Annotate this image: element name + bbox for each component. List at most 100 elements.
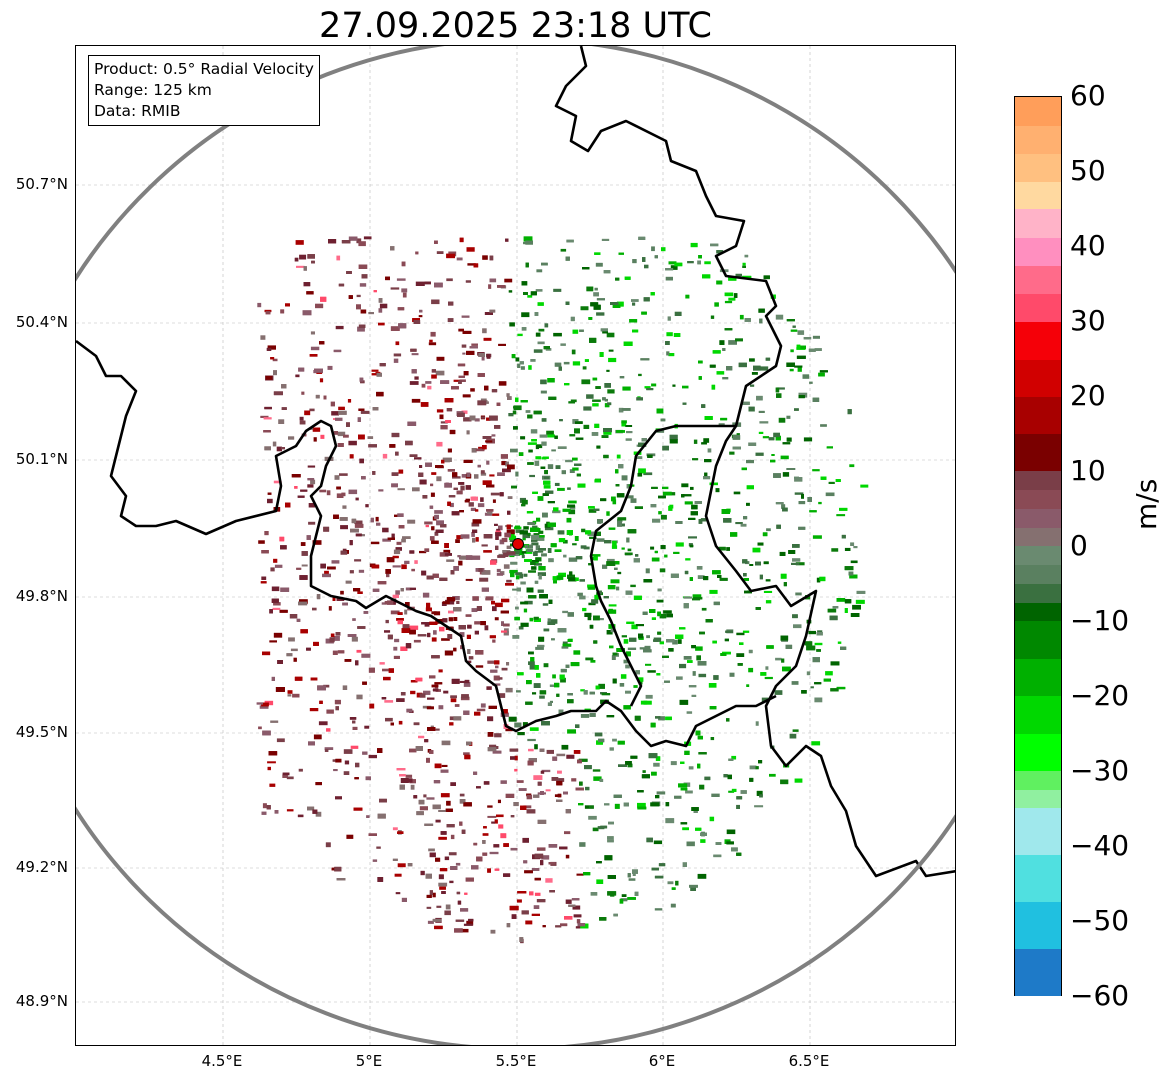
echo-pixel — [710, 737, 715, 741]
echo-pixel — [438, 669, 443, 673]
echo-pixel — [397, 612, 403, 615]
echo-pixel — [377, 581, 387, 585]
echo-pixel — [424, 739, 429, 743]
echo-pixel — [440, 793, 450, 798]
echo-pixel — [812, 535, 822, 539]
echo-pixel — [379, 798, 387, 803]
echo-pixel — [508, 290, 513, 293]
colorbar-swatch — [1015, 807, 1061, 856]
echo-pixel — [352, 720, 356, 724]
echo-pixel — [341, 492, 346, 497]
echo-pixel — [613, 794, 622, 798]
echo-pixel — [491, 821, 495, 824]
echo-pixel — [519, 530, 528, 535]
echo-pixel — [298, 601, 308, 606]
echo-pixel — [356, 649, 362, 653]
echo-pixel — [485, 596, 494, 599]
echo-pixel — [589, 713, 596, 717]
echo-pixel — [481, 416, 486, 419]
echo-pixel — [712, 350, 721, 354]
echo-pixel — [599, 352, 604, 357]
echo-pixel — [592, 769, 601, 772]
echo-pixel — [333, 431, 338, 435]
echo-pixel — [560, 248, 567, 252]
echo-pixel — [668, 261, 677, 265]
echo-pixel — [596, 298, 605, 301]
echo-pixel — [440, 380, 450, 384]
echo-pixel — [386, 557, 395, 563]
echo-pixel — [358, 569, 365, 573]
echo-pixel — [356, 238, 362, 244]
echo-pixel — [592, 403, 599, 407]
echo-pixel — [660, 418, 666, 422]
echo-pixel — [445, 808, 453, 812]
echo-pixel — [286, 776, 294, 780]
echo-pixel — [342, 548, 347, 553]
echo-pixel — [692, 671, 696, 676]
echo-pixel — [593, 508, 600, 511]
echo-pixel — [562, 508, 571, 512]
echo-pixel — [773, 432, 780, 438]
echo-pixel — [796, 344, 801, 349]
echo-pixel — [664, 680, 670, 683]
echo-pixel — [577, 483, 586, 488]
echo-pixel — [514, 768, 518, 772]
echo-pixel — [632, 259, 637, 264]
echo-pixel — [441, 891, 446, 894]
echo-pixel — [690, 486, 694, 490]
echo-pixel — [344, 659, 352, 662]
echo-pixel — [469, 415, 476, 421]
echo-pixel — [552, 576, 561, 581]
echo-pixel — [566, 517, 572, 523]
radar-map[interactable] — [75, 45, 956, 1046]
echo-pixel — [642, 611, 648, 615]
echo-pixel — [287, 690, 293, 694]
echo-pixel — [526, 809, 536, 814]
echo-pixel — [586, 394, 594, 399]
echo-pixel — [436, 409, 444, 413]
echo-pixel — [446, 559, 455, 562]
echo-pixel — [487, 732, 494, 737]
echo-pixel — [332, 597, 336, 601]
echo-pixel — [759, 318, 763, 324]
echo-pixel — [424, 624, 430, 627]
echo-pixel — [798, 526, 806, 530]
echo-pixel — [330, 401, 335, 407]
echo-pixel — [319, 341, 325, 345]
echo-pixel — [746, 459, 754, 464]
echo-pixel — [542, 512, 548, 518]
echo-pixel — [572, 543, 577, 546]
echo-pixel — [736, 796, 743, 800]
echo-pixel — [625, 690, 631, 694]
echo-pixel — [704, 472, 708, 477]
echo-pixel — [657, 631, 662, 635]
echo-pixel — [336, 878, 346, 881]
echo-pixel — [665, 802, 670, 807]
echo-pixel — [467, 624, 472, 629]
echo-pixel — [792, 729, 799, 732]
echo-pixel — [776, 393, 782, 398]
echo-pixel — [388, 668, 394, 673]
echo-pixel — [414, 376, 419, 380]
echo-pixel — [307, 254, 315, 259]
echo-pixel — [472, 519, 482, 524]
echo-pixel — [520, 601, 528, 605]
echo-pixel — [535, 289, 543, 292]
echo-pixel — [520, 581, 526, 585]
echo-pixel — [393, 646, 398, 651]
echo-pixel — [308, 741, 315, 746]
colorbar-swatch — [1015, 237, 1061, 266]
echo-pixel — [659, 568, 666, 573]
echo-pixel — [573, 914, 582, 918]
echo-pixel — [530, 291, 537, 296]
echo-pixel — [427, 920, 434, 924]
echo-pixel — [798, 501, 806, 505]
echo-pixel — [687, 261, 694, 264]
echo-pixel — [430, 483, 434, 487]
echo-pixel — [519, 937, 524, 942]
echo-pixel — [773, 473, 781, 478]
echo-pixel — [765, 579, 771, 582]
echo-pixel — [548, 599, 553, 604]
echo-pixel — [539, 748, 545, 752]
echo-pixel — [653, 762, 660, 767]
